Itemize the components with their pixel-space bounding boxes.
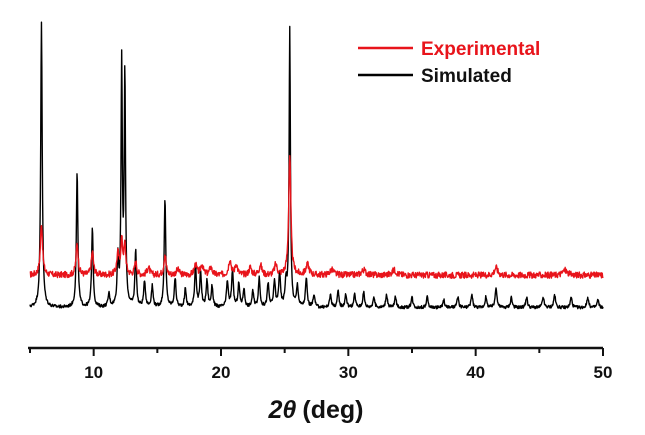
legend-label-experimental: Experimental [421,39,540,60]
x-tick-label-50: 50 [594,363,613,382]
x-axis-symbol: 2θ [268,396,297,424]
x-axis-ticks: 10 20 30 40 50 [29,348,613,382]
legend-label-simulated: Simulated [421,66,512,87]
x-axis-unit: (deg) [302,396,363,424]
legend: Experimental Simulated [358,39,540,87]
x-tick-label-10: 10 [84,363,103,382]
x-axis-title: 2θ (deg) [268,396,364,424]
x-tick-label-20: 20 [212,363,231,382]
x-tick-label-30: 30 [339,363,358,382]
series-line-experimental [29,155,604,279]
x-tick-label-40: 40 [466,363,485,382]
series-line-simulated [29,21,604,310]
series-layer [29,21,604,310]
